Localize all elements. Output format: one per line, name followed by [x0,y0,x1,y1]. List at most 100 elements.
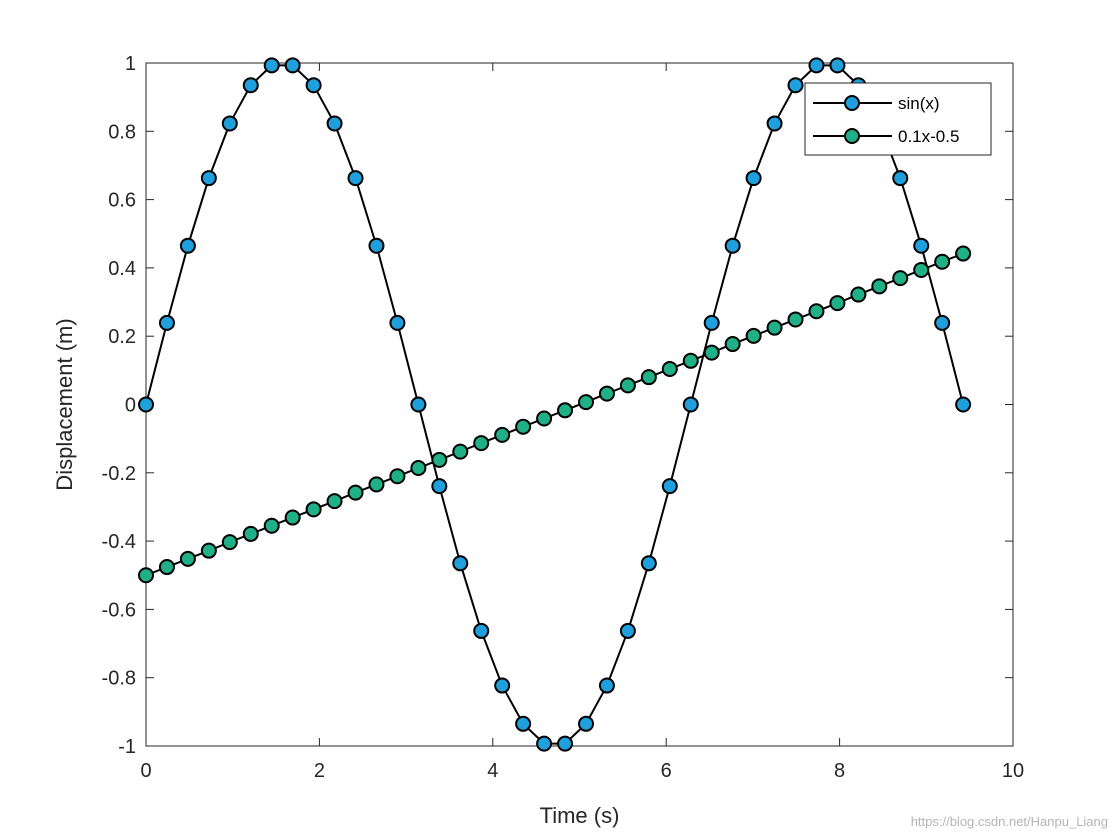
data-point [515,715,532,732]
legend-item: sin(x) [813,94,940,113]
data-point [829,295,846,312]
data-point [682,352,699,369]
data-point [242,77,259,94]
data-point [410,396,427,413]
data-point [158,314,175,331]
data-point [934,314,951,331]
data-point [661,478,678,495]
data-point [221,534,238,551]
data-point [557,735,574,752]
data-point [955,245,972,262]
data-point [913,261,930,278]
data-point [766,115,783,132]
data-point [808,57,825,74]
x-tick-label: 10 [1002,760,1024,782]
data-point [598,385,615,402]
data-point [284,57,301,74]
data-point [934,253,951,270]
data-point [221,115,238,132]
watermark-text: https://blog.csdn.net/Hanpu_Liang [911,814,1108,829]
data-point [892,270,909,287]
data-point [619,377,636,394]
data-point [494,426,511,443]
data-point [368,237,385,254]
data-point [787,311,804,328]
data-point [473,435,490,452]
data-point [808,303,825,320]
data-point [787,77,804,94]
data-point [431,478,448,495]
data-point [452,443,469,460]
legend-marker [844,128,860,144]
data-point [913,237,930,254]
data-point [745,327,762,344]
series-1 [138,57,972,752]
data-point [682,396,699,413]
data-point [368,476,385,493]
data-point [410,460,427,477]
data-point [661,360,678,377]
data-series [138,57,972,752]
series-line [145,64,965,745]
data-point [724,336,741,353]
y-tick-label: -0.6 [102,599,136,621]
data-point [179,237,196,254]
data-point [577,715,594,732]
legend: sin(x) 0.1x-0.5 [804,82,992,156]
data-point [724,237,741,254]
data-point [766,319,783,336]
legend-marker [844,95,860,111]
data-point [515,418,532,435]
legend-label: 0.1x-0.5 [898,127,959,146]
data-point [305,77,322,94]
y-tick-label: -0.4 [102,531,136,553]
data-point [389,314,406,331]
axis-ticks: 0 2 4 6 8 10 -1 -0.8 -0.6 -0.4 -0.2 0 0.2 0.4 0.6 0.8 1 [102,53,1025,782]
data-point [326,493,343,510]
y-tick-label: 0.2 [108,326,136,348]
y-tick-label: -0.2 [102,463,136,485]
y-tick-label: 1 [125,53,136,75]
data-point [892,170,909,187]
data-point [263,57,280,74]
legend-item: 0.1x-0.5 [813,127,959,146]
x-axis-title: Time (s) [540,803,620,828]
data-point [200,170,217,187]
data-point [955,396,972,413]
data-point [242,525,259,542]
series-2 [138,245,972,584]
data-point [557,402,574,419]
data-point [745,170,762,187]
legend-label: sin(x) [898,94,940,113]
y-tick-label: -1 [118,736,136,758]
data-point [536,410,553,427]
data-point [494,677,511,694]
data-point [284,509,301,526]
data-point [619,622,636,639]
data-point [326,115,343,132]
data-point [703,314,720,331]
data-point [452,555,469,572]
y-tick-label: 0.8 [108,121,136,143]
data-point [389,468,406,485]
data-point [640,555,657,572]
x-tick-label: 4 [487,760,498,782]
series-line [145,252,964,577]
data-point [305,501,322,518]
data-point [598,677,615,694]
data-point [703,344,720,361]
data-point [179,550,196,567]
legend-box [804,82,992,156]
data-point [138,396,154,413]
data-point [829,57,846,74]
data-point [347,170,364,187]
data-point [263,517,280,534]
data-point [158,559,175,576]
data-point [431,451,448,468]
y-tick-label: 0.6 [108,190,136,212]
data-point [347,484,364,501]
y-tick-label: 0 [125,395,136,417]
x-tick-label: 8 [834,760,845,782]
data-point [138,567,154,584]
